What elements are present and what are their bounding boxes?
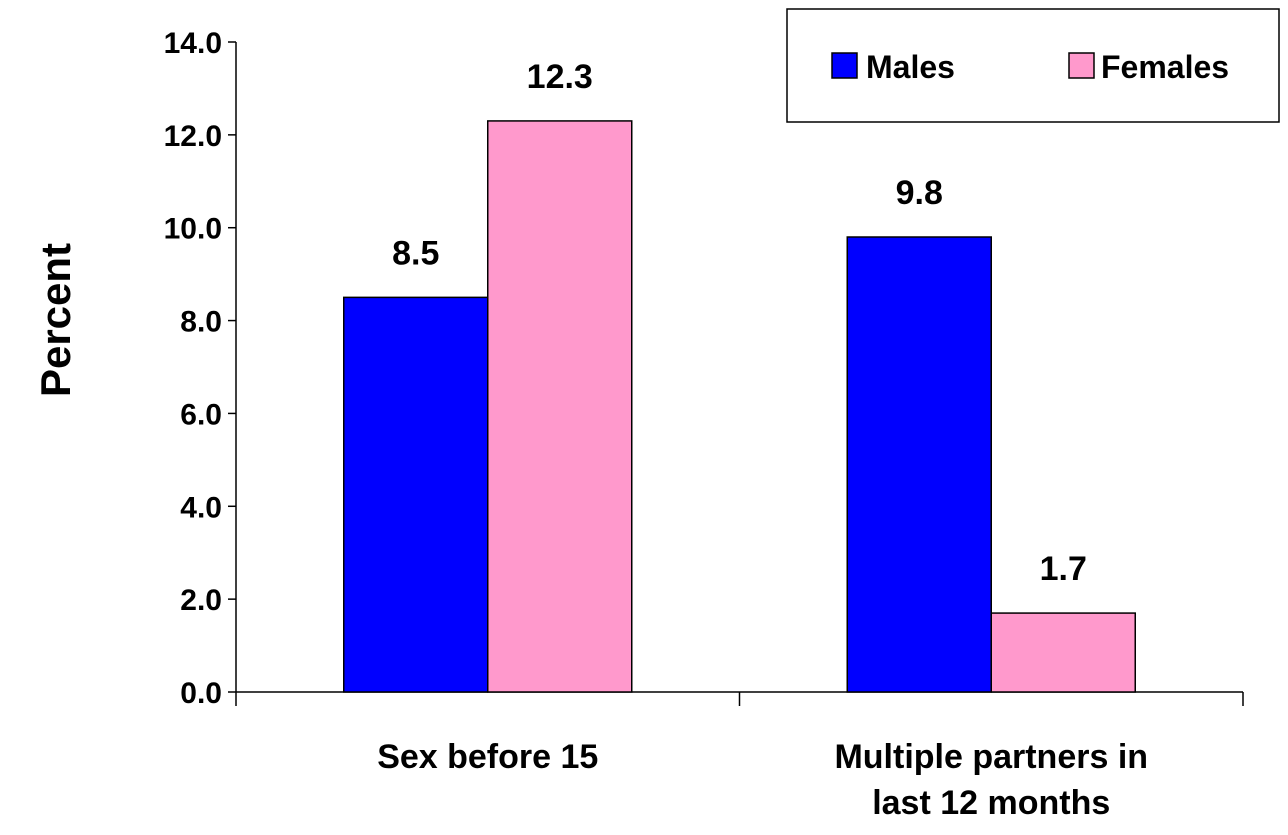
y-tick-label: 4.0 — [180, 491, 222, 524]
y-tick-label: 0.0 — [180, 677, 222, 710]
data-label-males-1: 8.5 — [392, 234, 439, 272]
y-tick-label: 14.0 — [164, 27, 222, 60]
bars — [343, 120, 1136, 693]
bar-females-2 — [990, 612, 1136, 693]
legend-swatch-females — [1068, 52, 1095, 79]
bar-males-2 — [846, 236, 992, 693]
legend: Males Females — [786, 8, 1280, 123]
bar-males-1 — [343, 296, 489, 693]
x-category-label: Multiple partners in last 12 months — [834, 738, 1148, 822]
y-tick-label: 2.0 — [180, 584, 222, 617]
y-axis-title: Percent — [32, 243, 79, 397]
y-tick-label: 8.0 — [180, 306, 222, 339]
y-tick-label: 6.0 — [180, 398, 222, 431]
data-label-females-2: 1.7 — [1040, 550, 1087, 588]
data-labels: 8.5 12.3 9.8 1.7 — [392, 58, 1087, 588]
bar-females-1 — [487, 120, 633, 693]
data-label-females-1: 12.3 — [527, 58, 593, 96]
legend-box — [786, 8, 1280, 123]
legend-label-males: Males — [866, 49, 955, 85]
legend-swatch-males — [831, 52, 858, 79]
y-tick-label: 12.0 — [164, 120, 222, 153]
legend-label-females: Females — [1101, 49, 1229, 85]
x-category-label: Sex before 15 — [377, 738, 598, 776]
axes: 0.0 2.0 4.0 6.0 8.0 10.0 12.0 14.0 Sex before 15… — [164, 27, 1244, 822]
data-label-males-2: 9.8 — [896, 174, 943, 212]
y-tick-label: 10.0 — [164, 213, 222, 246]
